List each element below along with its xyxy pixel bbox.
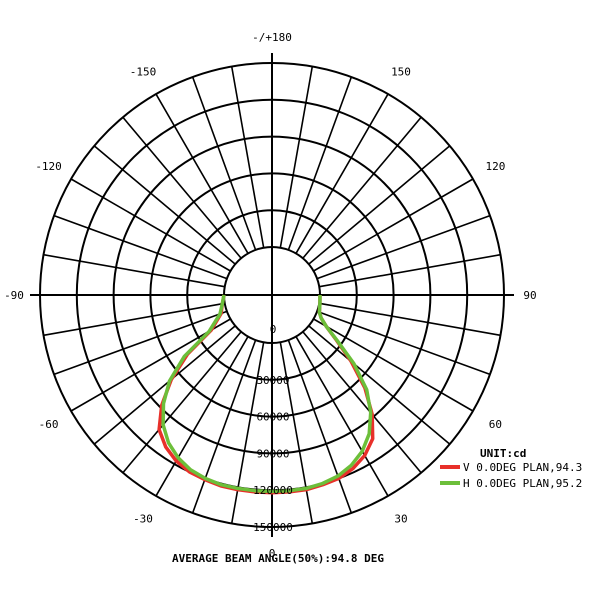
spoke-line — [287, 76, 353, 251]
legend-entry-v: V 0.0DEG PLAN,94.3 — [463, 461, 582, 474]
spoke-line — [53, 310, 228, 376]
spoke-line — [287, 339, 353, 514]
axis-labels: 0 30000 60000 90000 120000 150000 -/+180 150 120… — [4, 31, 537, 560]
angle-tick-label: 90 — [523, 289, 536, 302]
beam-angle-footer: AVERAGE BEAM ANGLE(50%):94.8 DEG — [172, 552, 384, 565]
radial-tick-label: 0 — [270, 323, 277, 336]
angle-tick-label: 120 — [485, 160, 505, 173]
spoke-line — [302, 116, 422, 259]
series-curve-1 — [161, 294, 373, 494]
angle-tick-label: 60 — [489, 418, 502, 431]
spoke-line — [308, 145, 451, 265]
spoke-line — [43, 302, 225, 337]
angle-tick-label: 30 — [394, 512, 407, 525]
angle-tick-label: -150 — [130, 66, 157, 79]
spoke-line — [230, 342, 265, 524]
spoke-line — [70, 178, 231, 272]
angle-tick-label: 150 — [391, 66, 411, 79]
spoke-line — [155, 336, 249, 497]
intensity-curves — [157, 294, 375, 495]
spoke-line — [316, 310, 491, 376]
radial-tick-label: 30000 — [256, 374, 289, 387]
spoke-line — [313, 178, 474, 272]
angle-tick-label: -60 — [39, 418, 59, 431]
spoke-line — [93, 325, 236, 445]
angle-tick-label: -90 — [4, 289, 24, 302]
radial-tick-label: 90000 — [256, 447, 289, 460]
spoke-line — [302, 331, 422, 474]
angle-tick-label: 0 — [269, 547, 276, 560]
spoke-line — [191, 339, 257, 514]
spoke-line — [319, 253, 501, 288]
radial-tick-label: 60000 — [256, 411, 289, 424]
spoke-line — [316, 214, 491, 280]
spoke-line — [191, 76, 257, 251]
unit-label: UNIT:cd — [480, 447, 526, 460]
spoke-line — [308, 325, 451, 445]
spoke-line — [319, 302, 501, 337]
polar-grid — [30, 53, 514, 537]
angle-tick-label: -120 — [35, 160, 62, 173]
radial-tick-label: 150000 — [253, 521, 293, 534]
radial-tick-label: 120000 — [253, 484, 293, 497]
spoke-line — [279, 66, 314, 248]
angle-tick-label: -/+180 — [252, 31, 292, 44]
spoke-line — [122, 116, 242, 259]
spoke-line — [295, 336, 389, 497]
spoke-line — [43, 253, 225, 288]
spoke-line — [279, 342, 314, 524]
spoke-line — [313, 318, 474, 412]
spoke-line — [122, 331, 242, 474]
spoke-line — [53, 214, 228, 280]
spoke-line — [93, 145, 236, 265]
spoke-line — [295, 93, 389, 254]
spoke-line — [230, 66, 265, 248]
legend: UNIT:cd V 0.0DEG PLAN,94.3 H 0.0DEG PLAN… — [440, 447, 582, 490]
legend-entry-h: H 0.0DEG PLAN,95.2 — [463, 477, 582, 490]
angle-tick-label: -30 — [133, 512, 153, 525]
spoke-line — [155, 93, 249, 254]
